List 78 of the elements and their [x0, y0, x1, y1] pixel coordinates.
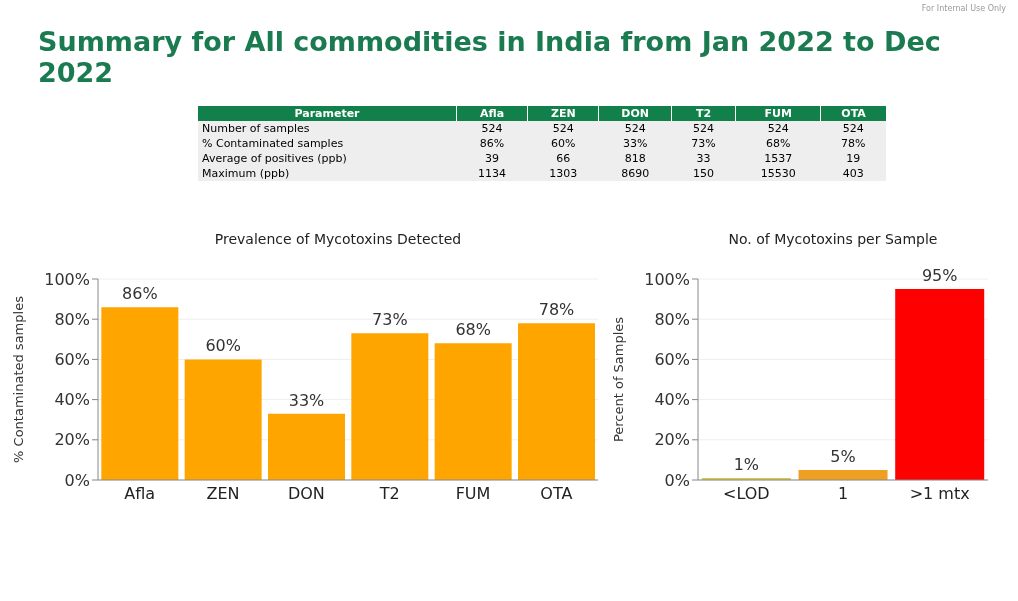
x-tick-label: Afla: [124, 484, 156, 504]
y-tick-label: 0%: [664, 470, 690, 490]
data-label: 1%: [733, 454, 760, 474]
data-label: 73%: [372, 310, 408, 330]
x-tick-label: T2: [378, 484, 400, 504]
text: 66: [556, 152, 571, 165]
text: 524: [767, 122, 789, 135]
y-tick-label: 60%: [654, 350, 690, 370]
text: 524: [842, 122, 864, 135]
text: 1537: [764, 152, 793, 165]
data-label: 5%: [830, 446, 856, 466]
bar: [895, 289, 985, 480]
category-label: Average of positives (ppb): [202, 152, 347, 165]
y-tick-label: 80%: [54, 309, 90, 329]
text: For Internal Use Only: [921, 4, 1006, 13]
category-label: OTA: [820, 106, 886, 121]
category-label: FUM: [735, 106, 821, 121]
x-tick-label: 1: [837, 484, 849, 504]
bar: [184, 359, 262, 480]
text: 33: [696, 152, 711, 165]
category-label: T2: [671, 106, 736, 121]
text: Summary for All commodities in India from Jan 2022 to Dec 2022: [38, 26, 942, 88]
y-tick-label: 40%: [654, 390, 690, 410]
category-label: % Contaminated samples: [202, 137, 344, 150]
text: 150: [693, 167, 715, 180]
category-label: DON: [598, 106, 672, 121]
x-tick-label: DON: [287, 484, 325, 504]
x-tick-label: OTA: [540, 484, 573, 504]
bar: [518, 323, 595, 480]
bar: [798, 469, 888, 480]
text: 78%: [841, 137, 866, 150]
y-tick-label: 0%: [64, 470, 90, 490]
x-tick-label: FUM: [455, 484, 491, 504]
text: 1303: [549, 167, 578, 180]
data-label: 60%: [205, 336, 241, 356]
text: 33%: [622, 137, 648, 150]
y-tick-label: 80%: [654, 309, 690, 329]
text: 15530: [760, 167, 796, 180]
y-axis-title: Percent of Samples: [610, 316, 626, 443]
bar: [434, 343, 512, 480]
text: 60%: [551, 137, 576, 150]
y-tick-label: 100%: [644, 269, 690, 289]
y-tick-label: 60%: [54, 350, 90, 370]
text: 19: [846, 152, 861, 165]
y-tick-label: 40%: [54, 390, 90, 410]
category-label: Number of samples: [202, 122, 310, 135]
bar: [268, 413, 345, 480]
bar: [351, 333, 429, 480]
text: 403: [842, 167, 864, 180]
y-tick-label: 100%: [44, 269, 90, 289]
text: 68%: [765, 137, 791, 150]
y-tick-label: 20%: [654, 430, 690, 450]
y-tick-label: 20%: [54, 430, 90, 450]
y-axis-title: % Contaminated samples: [10, 295, 26, 463]
text: 818: [624, 152, 646, 165]
text: 524: [624, 122, 646, 135]
text: 73%: [691, 137, 716, 150]
category-label: Maximum (ppb): [202, 167, 290, 180]
text: 39: [485, 152, 500, 165]
text: 86%: [479, 137, 505, 150]
bar: [101, 307, 179, 480]
data-label: 86%: [122, 284, 158, 304]
data-label: 95%: [921, 266, 958, 286]
text: 1134: [478, 167, 507, 180]
data-label: 78%: [538, 300, 575, 320]
text: 524: [481, 122, 503, 135]
text: 8690: [621, 167, 650, 180]
text: 524: [693, 122, 715, 135]
data-label: 33%: [288, 390, 325, 410]
text: 524: [552, 122, 574, 135]
x-tick-label: ZEN: [206, 484, 240, 504]
data-label: 68%: [455, 320, 491, 340]
category-label: ZEN: [527, 106, 599, 121]
x-tick-label: >1 mtx: [909, 484, 970, 504]
chart-title: Prevalence of Mycotoxins Detected: [213, 231, 463, 247]
category-label: Afla: [456, 106, 528, 121]
x-tick-label: <LOD: [723, 484, 770, 504]
chart-title: No. of Mycotoxins per Sample: [727, 231, 939, 247]
